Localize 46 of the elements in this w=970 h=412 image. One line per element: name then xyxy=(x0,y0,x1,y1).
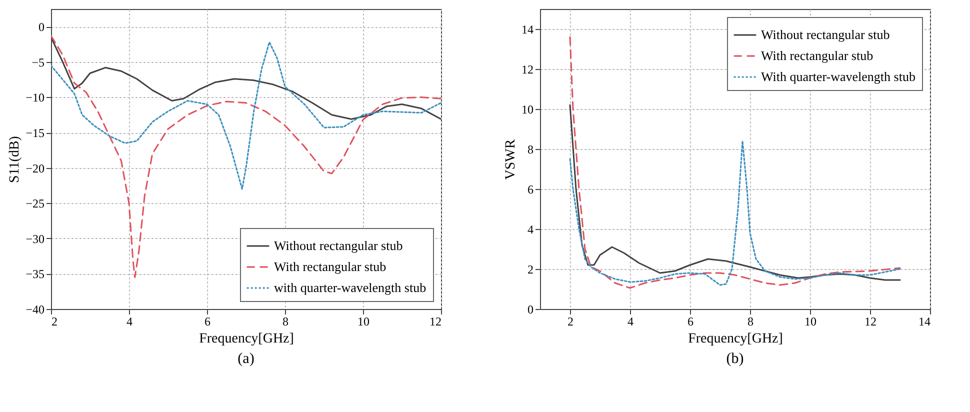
y-tick-label: −10 xyxy=(26,90,44,105)
legend-label: With rectangular stub xyxy=(274,259,386,274)
x-tick-label: 8 xyxy=(748,314,754,328)
line-series xyxy=(569,104,901,281)
x-tick-label: 4 xyxy=(126,314,132,328)
legend-label: Without rectangular stub xyxy=(761,27,890,42)
legend-label: With quarter-wavelength stub xyxy=(761,69,916,84)
y-tick-label: 6 xyxy=(528,182,534,196)
x-axis-title: Frequency[GHz] xyxy=(688,332,783,346)
x-tick-label: 2 xyxy=(568,314,574,328)
y-axis-title: VSWR xyxy=(504,138,518,180)
x-tick-label: 6 xyxy=(688,314,694,328)
y-tick-label: −15 xyxy=(26,126,44,140)
y-tick-label: 10 xyxy=(522,102,534,116)
x-tick-label: 10 xyxy=(804,314,816,328)
y-tick-label: 14 xyxy=(522,22,534,36)
y-tick-label: −35 xyxy=(26,267,44,282)
text: (a) xyxy=(238,351,254,367)
y-tick-label: 12 xyxy=(522,62,534,76)
legend-label: With rectangular stub xyxy=(761,48,874,63)
y-tick-label: −25 xyxy=(26,196,44,211)
x-tick-label: 12 xyxy=(430,314,442,328)
text: (b) xyxy=(726,351,744,367)
x-tick-label: 2 xyxy=(52,314,58,328)
y-tick-label: 4 xyxy=(528,222,534,236)
y-tick-label: 2 xyxy=(528,262,534,276)
y-axis-title: S11(dB) xyxy=(8,136,23,183)
legend-label: with quarter-wavelength stub xyxy=(274,280,426,295)
legend-label: Without rectangular stub xyxy=(274,238,403,253)
y-tick-label: −40 xyxy=(26,302,44,316)
y-tick-label: −5 xyxy=(32,55,44,70)
line-series xyxy=(569,140,901,286)
y-tick-label: −20 xyxy=(26,161,44,176)
line-series xyxy=(51,41,441,190)
x-tick-label: 8 xyxy=(282,314,288,328)
x-tick-label: 12 xyxy=(864,314,876,328)
x-tick-label: 14 xyxy=(918,314,930,328)
y-tick-label: 0 xyxy=(38,20,44,34)
x-axis-title: Frequency[GHz] xyxy=(199,332,294,346)
y-tick-label: 0 xyxy=(528,302,534,316)
x-tick-label: 10 xyxy=(358,314,370,328)
x-tick-label: 6 xyxy=(204,314,210,328)
y-tick-label: −30 xyxy=(26,232,44,246)
y-tick-label: 8 xyxy=(528,142,534,156)
line-series xyxy=(51,35,441,278)
x-tick-label: 4 xyxy=(628,314,634,328)
